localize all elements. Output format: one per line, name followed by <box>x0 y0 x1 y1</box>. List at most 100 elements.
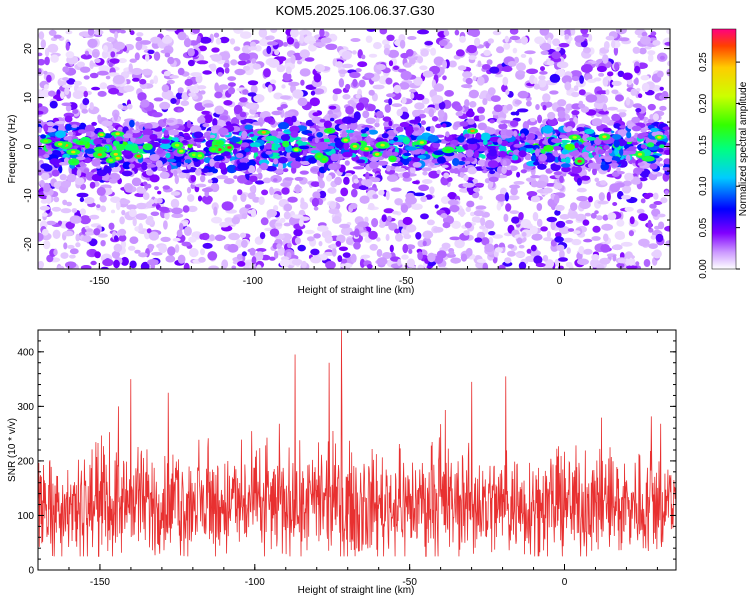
heatmap-cell <box>287 196 298 203</box>
heatmap-cell <box>608 148 613 154</box>
heatmap-cell <box>652 249 662 259</box>
heatmap-cell <box>337 255 343 263</box>
heatmap-cell <box>362 110 370 119</box>
heatmap-cell <box>403 152 412 157</box>
heatmap-cell <box>161 35 173 44</box>
heatmap-cell <box>557 99 567 107</box>
heatmap-cell <box>174 244 180 253</box>
heatmap-cell <box>603 233 609 242</box>
heatmap-cell <box>232 148 238 155</box>
heatmap-cell <box>442 59 447 70</box>
heatmap-cell <box>513 130 518 137</box>
heatmap-cell <box>259 232 266 240</box>
heatmap-cell <box>584 212 592 217</box>
heatmap-cell <box>647 50 656 56</box>
heatmap-cell <box>628 257 634 266</box>
heatmap-cell <box>431 94 444 104</box>
heatmap-cell <box>182 140 188 144</box>
heatmap-cell <box>643 259 651 267</box>
heatmap-cell <box>313 233 321 239</box>
heatmap-cell <box>365 171 370 181</box>
heatmap-cell <box>640 75 650 81</box>
heatmap-cell <box>516 237 523 245</box>
heatmap-cell <box>126 204 138 210</box>
heatmap-cell <box>619 148 624 156</box>
heatmap-cell <box>276 64 286 73</box>
heatmap-cell <box>158 244 168 254</box>
heatmap-cell <box>445 131 450 138</box>
heatmap-cell <box>109 178 118 184</box>
heatmap-cell <box>97 70 109 76</box>
heatmap-cell <box>98 148 103 151</box>
heatmap-cell <box>601 161 606 165</box>
heatmap-cell <box>280 109 285 118</box>
heatmap-cell <box>376 160 389 166</box>
heatmap-cell <box>335 196 345 203</box>
heatmap-cell <box>372 84 385 90</box>
heatmap-cell <box>511 216 520 224</box>
heatmap-cell <box>581 64 593 73</box>
heatmap-cell <box>46 121 54 127</box>
heatmap-cell <box>539 29 549 36</box>
heatmap-cell <box>361 54 366 60</box>
heatmap-cell <box>269 130 279 137</box>
heatmap-cell <box>309 97 320 107</box>
heatmap-cell <box>459 208 465 218</box>
heatmap-cell <box>294 176 304 181</box>
heatmap-cell <box>285 66 292 75</box>
heatmap-cell <box>49 158 60 165</box>
heatmap-cell <box>358 79 366 88</box>
heatmap-cell <box>442 75 447 81</box>
heatmap-cell <box>214 105 225 115</box>
heatmap-cell <box>138 223 143 232</box>
x-tick-label: -100 <box>243 276 263 287</box>
heatmap-cell <box>82 235 92 243</box>
heatmap-cell <box>524 50 536 55</box>
heatmap-cell <box>581 175 591 181</box>
heatmap-cell <box>71 160 77 164</box>
heatmap-cell <box>467 166 477 175</box>
heatmap-cell <box>150 211 160 217</box>
heatmap-cell <box>440 213 448 219</box>
heatmap-cell <box>86 228 93 232</box>
heatmap-cell <box>457 65 467 71</box>
heatmap-cell <box>167 158 177 163</box>
heatmap-cell <box>394 198 403 206</box>
heatmap-cell <box>388 60 394 67</box>
heatmap-cell <box>314 64 325 73</box>
heatmap-cell <box>164 211 170 220</box>
heatmap-cell <box>174 174 179 185</box>
heatmap-cell <box>112 74 125 85</box>
heatmap-cell <box>153 97 164 102</box>
heatmap-cell <box>91 158 102 167</box>
heatmap-cell <box>137 92 147 102</box>
heatmap-cell <box>141 68 153 76</box>
heatmap-cell <box>53 196 60 203</box>
heatmap-cell <box>375 110 384 119</box>
heatmap-cell <box>216 175 229 180</box>
heatmap-cell <box>140 134 153 143</box>
heatmap-cell <box>239 111 247 118</box>
heatmap-cell <box>564 143 575 151</box>
heatmap-cell <box>359 258 366 268</box>
heatmap-cell <box>43 240 51 250</box>
heatmap-cell <box>199 36 212 44</box>
heatmap-cell <box>583 248 593 255</box>
heatmap-cell <box>553 171 563 176</box>
heatmap-cell <box>387 49 399 59</box>
heatmap-cell <box>611 39 616 49</box>
heatmap-cell <box>269 79 277 84</box>
heatmap-cell <box>294 237 301 245</box>
heatmap-cell <box>43 84 49 90</box>
heatmap-cell <box>75 233 80 242</box>
heatmap-cell <box>480 217 486 226</box>
heatmap-cell <box>525 177 534 182</box>
heatmap-cell <box>213 155 225 160</box>
heatmap-cell <box>119 29 126 34</box>
heatmap-cell <box>128 245 136 251</box>
heatmap-cell <box>207 251 218 261</box>
heatmap-cell <box>518 244 525 249</box>
heatmap-cell <box>149 134 158 141</box>
heatmap-cell <box>60 180 71 188</box>
heatmap-cell <box>444 90 454 97</box>
